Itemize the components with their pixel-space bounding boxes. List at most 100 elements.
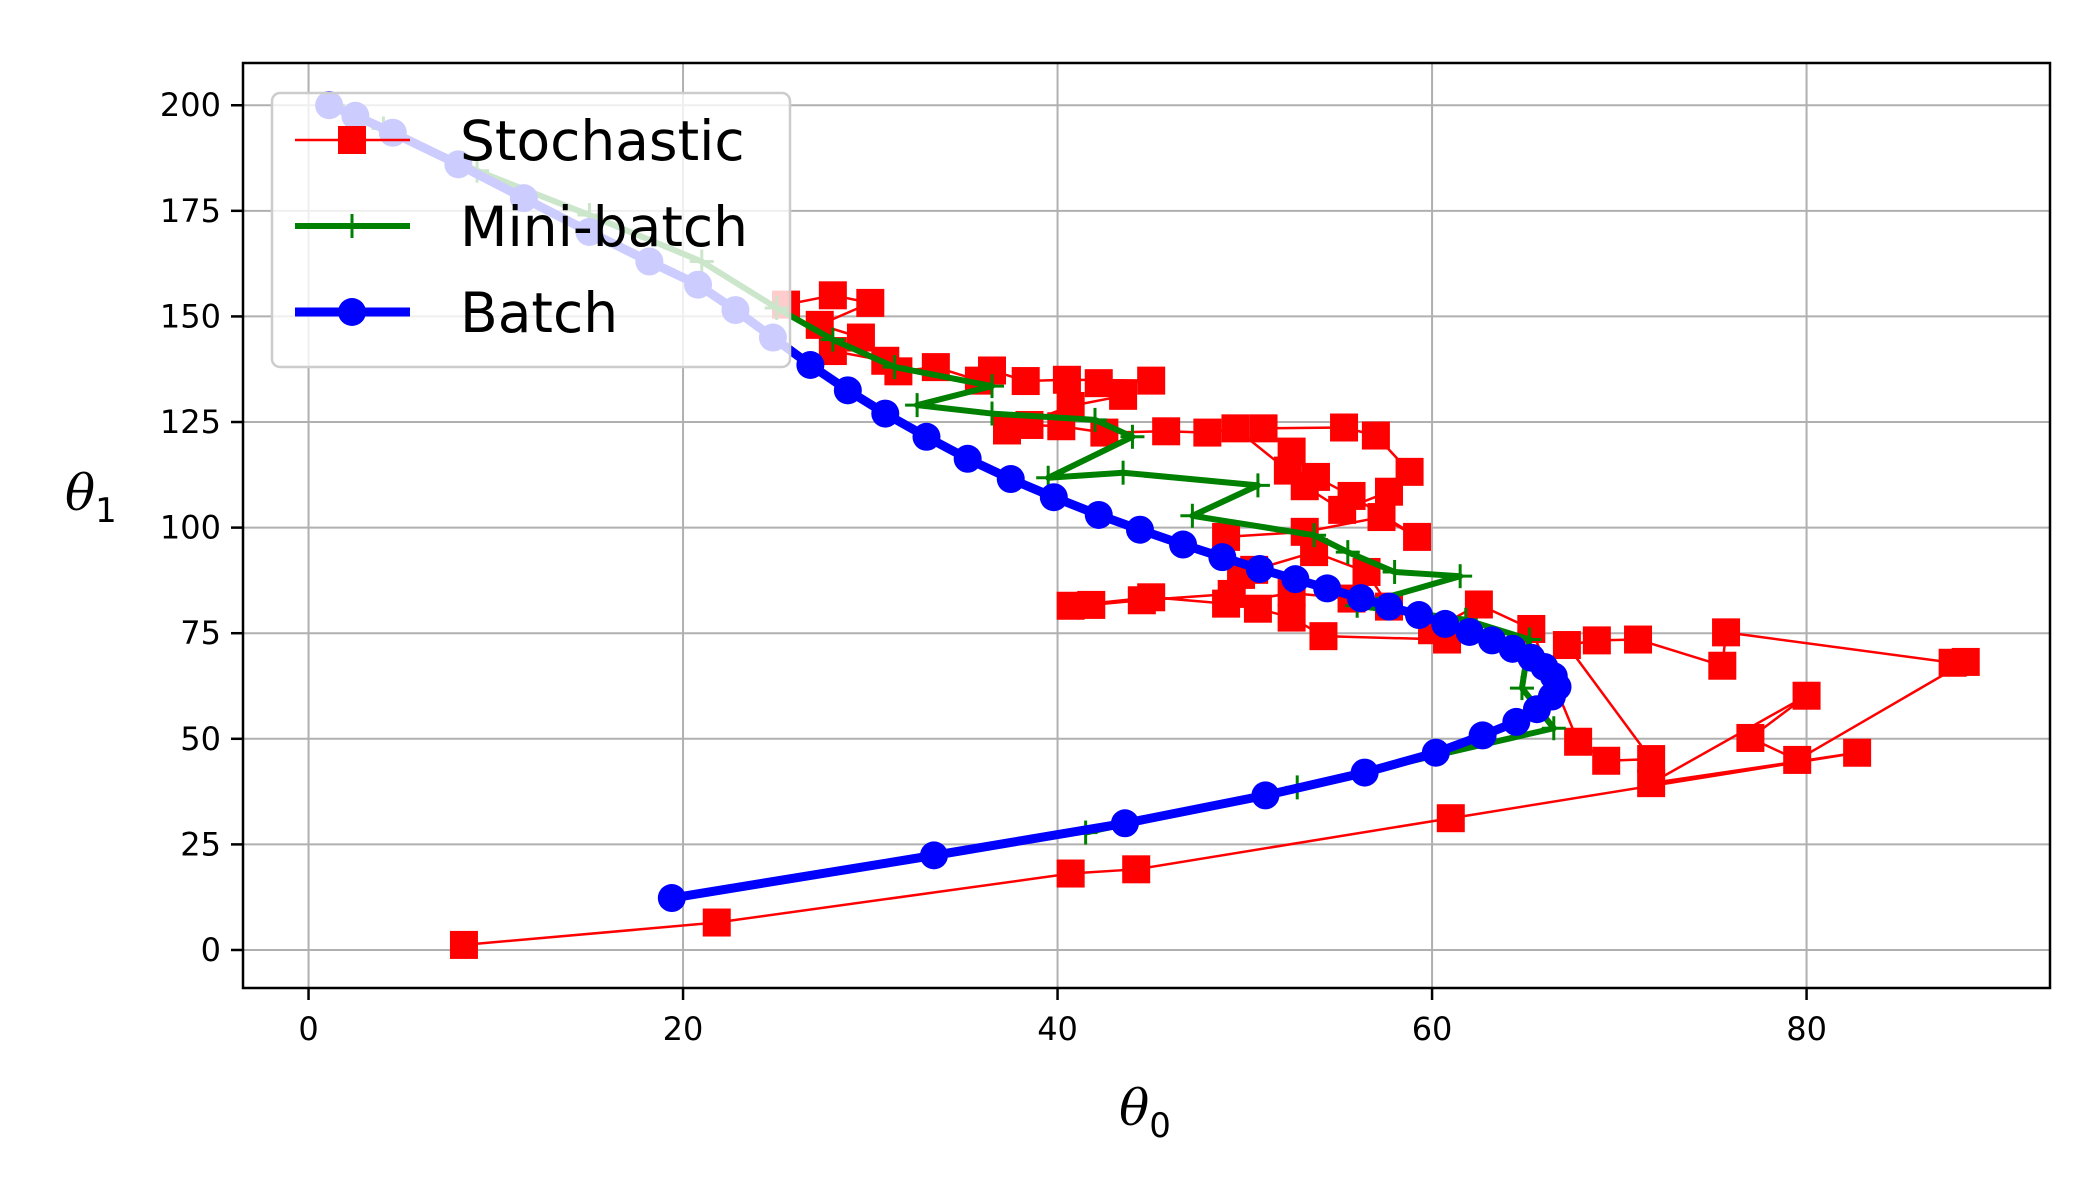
stochastic-point <box>702 908 731 937</box>
legend-batch-marker <box>338 298 366 326</box>
minibatch-point <box>1509 676 1534 701</box>
axes-frame <box>241 61 2052 990</box>
x-tick-label: 20 <box>663 1010 704 1048</box>
stochastic-point <box>992 416 1021 445</box>
legend-minibatch-label: Mini-batch <box>460 195 748 259</box>
stochastic-point <box>1109 381 1138 410</box>
batch-point <box>1281 565 1310 594</box>
minibatch-point <box>820 327 845 352</box>
stochastic-point <box>818 281 847 310</box>
stochastic-point <box>1193 418 1222 447</box>
stochastic-point <box>1792 681 1821 710</box>
legend-minibatch-marker <box>340 214 364 238</box>
batch-point <box>953 444 982 473</box>
minibatch-point <box>1083 407 1108 432</box>
stochastic-point <box>1367 503 1396 532</box>
stochastic-point <box>1582 626 1611 655</box>
stochastic-point <box>1011 367 1040 396</box>
batch-point <box>1251 781 1280 810</box>
stochastic-point <box>1137 366 1166 395</box>
stochastic-point <box>856 288 885 317</box>
stochastic-point <box>1374 477 1403 506</box>
batch-point <box>1404 601 1433 630</box>
batch-point <box>919 841 948 870</box>
stochastic-point <box>1592 746 1621 775</box>
stochastic-point <box>1708 651 1737 680</box>
y-tick-label: 150 <box>160 297 221 335</box>
minibatch-point <box>980 374 1005 399</box>
y-tick-label: 25 <box>180 825 221 863</box>
stochastic-point <box>1403 522 1432 551</box>
y-tick-label: 200 <box>160 86 221 124</box>
batch-point <box>1208 543 1237 572</box>
batch-point <box>1084 500 1113 529</box>
stochastic-point <box>1464 590 1493 619</box>
legend: Stochastic Mini-batch Batch <box>270 91 792 369</box>
ticks: 0 20 40 60 80 0 25 50 75 100 125 150 175 200 <box>160 86 1827 1048</box>
minibatch-point <box>905 393 930 418</box>
x-tick-label: 40 <box>1037 1010 1078 1048</box>
minibatch-point <box>1245 473 1270 498</box>
batch-point <box>1477 626 1506 655</box>
batch-point <box>796 350 825 379</box>
stochastic-point <box>1712 618 1741 647</box>
stochastic-point <box>1564 727 1593 756</box>
minibatch-point <box>1111 460 1136 485</box>
batch-point <box>1502 707 1531 736</box>
stochastic-point <box>1330 413 1359 442</box>
stochastic-point <box>1552 631 1581 660</box>
stochastic-point <box>1736 723 1765 752</box>
y-axis-label: θ1 <box>65 464 117 531</box>
legend-stochastic-marker <box>338 126 366 154</box>
batch-point <box>1039 483 1068 512</box>
minibatch-point <box>1541 716 1566 741</box>
legend-box <box>270 91 792 369</box>
batch-point <box>1374 592 1403 621</box>
batch-point <box>871 399 900 428</box>
batch-point <box>1125 515 1154 544</box>
stochastic-point <box>1152 417 1181 446</box>
stochastic-point <box>1361 421 1390 450</box>
batch-point <box>1350 758 1379 787</box>
stochastic-point <box>1052 365 1081 394</box>
x-axis-label: θ0 <box>1119 1079 1171 1146</box>
minibatch-point <box>980 401 1005 426</box>
stochastic-point <box>449 930 478 959</box>
x-tick-label: 80 <box>1786 1010 1827 1048</box>
batch-point <box>996 465 1025 494</box>
stochastic-point <box>1328 495 1357 524</box>
batch-point <box>1245 555 1274 584</box>
legend-batch-label: Batch <box>460 281 618 345</box>
batch-point <box>1431 609 1460 638</box>
batch-point <box>833 376 862 405</box>
stochastic-point <box>1624 625 1653 654</box>
stochastic-point <box>1637 769 1666 798</box>
stochastic-point <box>1122 855 1151 884</box>
stochastic-point <box>1084 369 1113 398</box>
batch-point <box>1455 617 1484 646</box>
minibatch-point <box>1180 503 1205 528</box>
stochastic-point <box>1843 738 1872 767</box>
stochastic-point <box>1938 648 1967 677</box>
stochastic-point <box>1783 745 1812 774</box>
x-tick-label: 0 <box>298 1010 318 1048</box>
stochastic-point <box>1309 622 1338 651</box>
y-tick-label: 50 <box>180 720 221 758</box>
minibatch-point <box>1302 523 1327 548</box>
stochastic-point <box>1212 589 1241 618</box>
stochastic-point <box>1249 414 1278 443</box>
stochastic-point <box>1137 583 1166 612</box>
minibatch-point <box>1335 540 1360 565</box>
y-tick-label: 175 <box>160 192 221 230</box>
stochastic-point <box>1243 594 1272 623</box>
minibatch-point <box>1120 424 1145 449</box>
batch-point <box>1346 584 1375 613</box>
y-tick-label: 0 <box>201 931 221 969</box>
batch-point <box>912 422 941 451</box>
y-tick-label: 75 <box>180 614 221 652</box>
minibatch-point <box>1382 559 1407 584</box>
stochastic-point <box>1436 804 1465 833</box>
stochastic-point <box>1056 591 1085 620</box>
minibatch-point <box>882 355 907 380</box>
